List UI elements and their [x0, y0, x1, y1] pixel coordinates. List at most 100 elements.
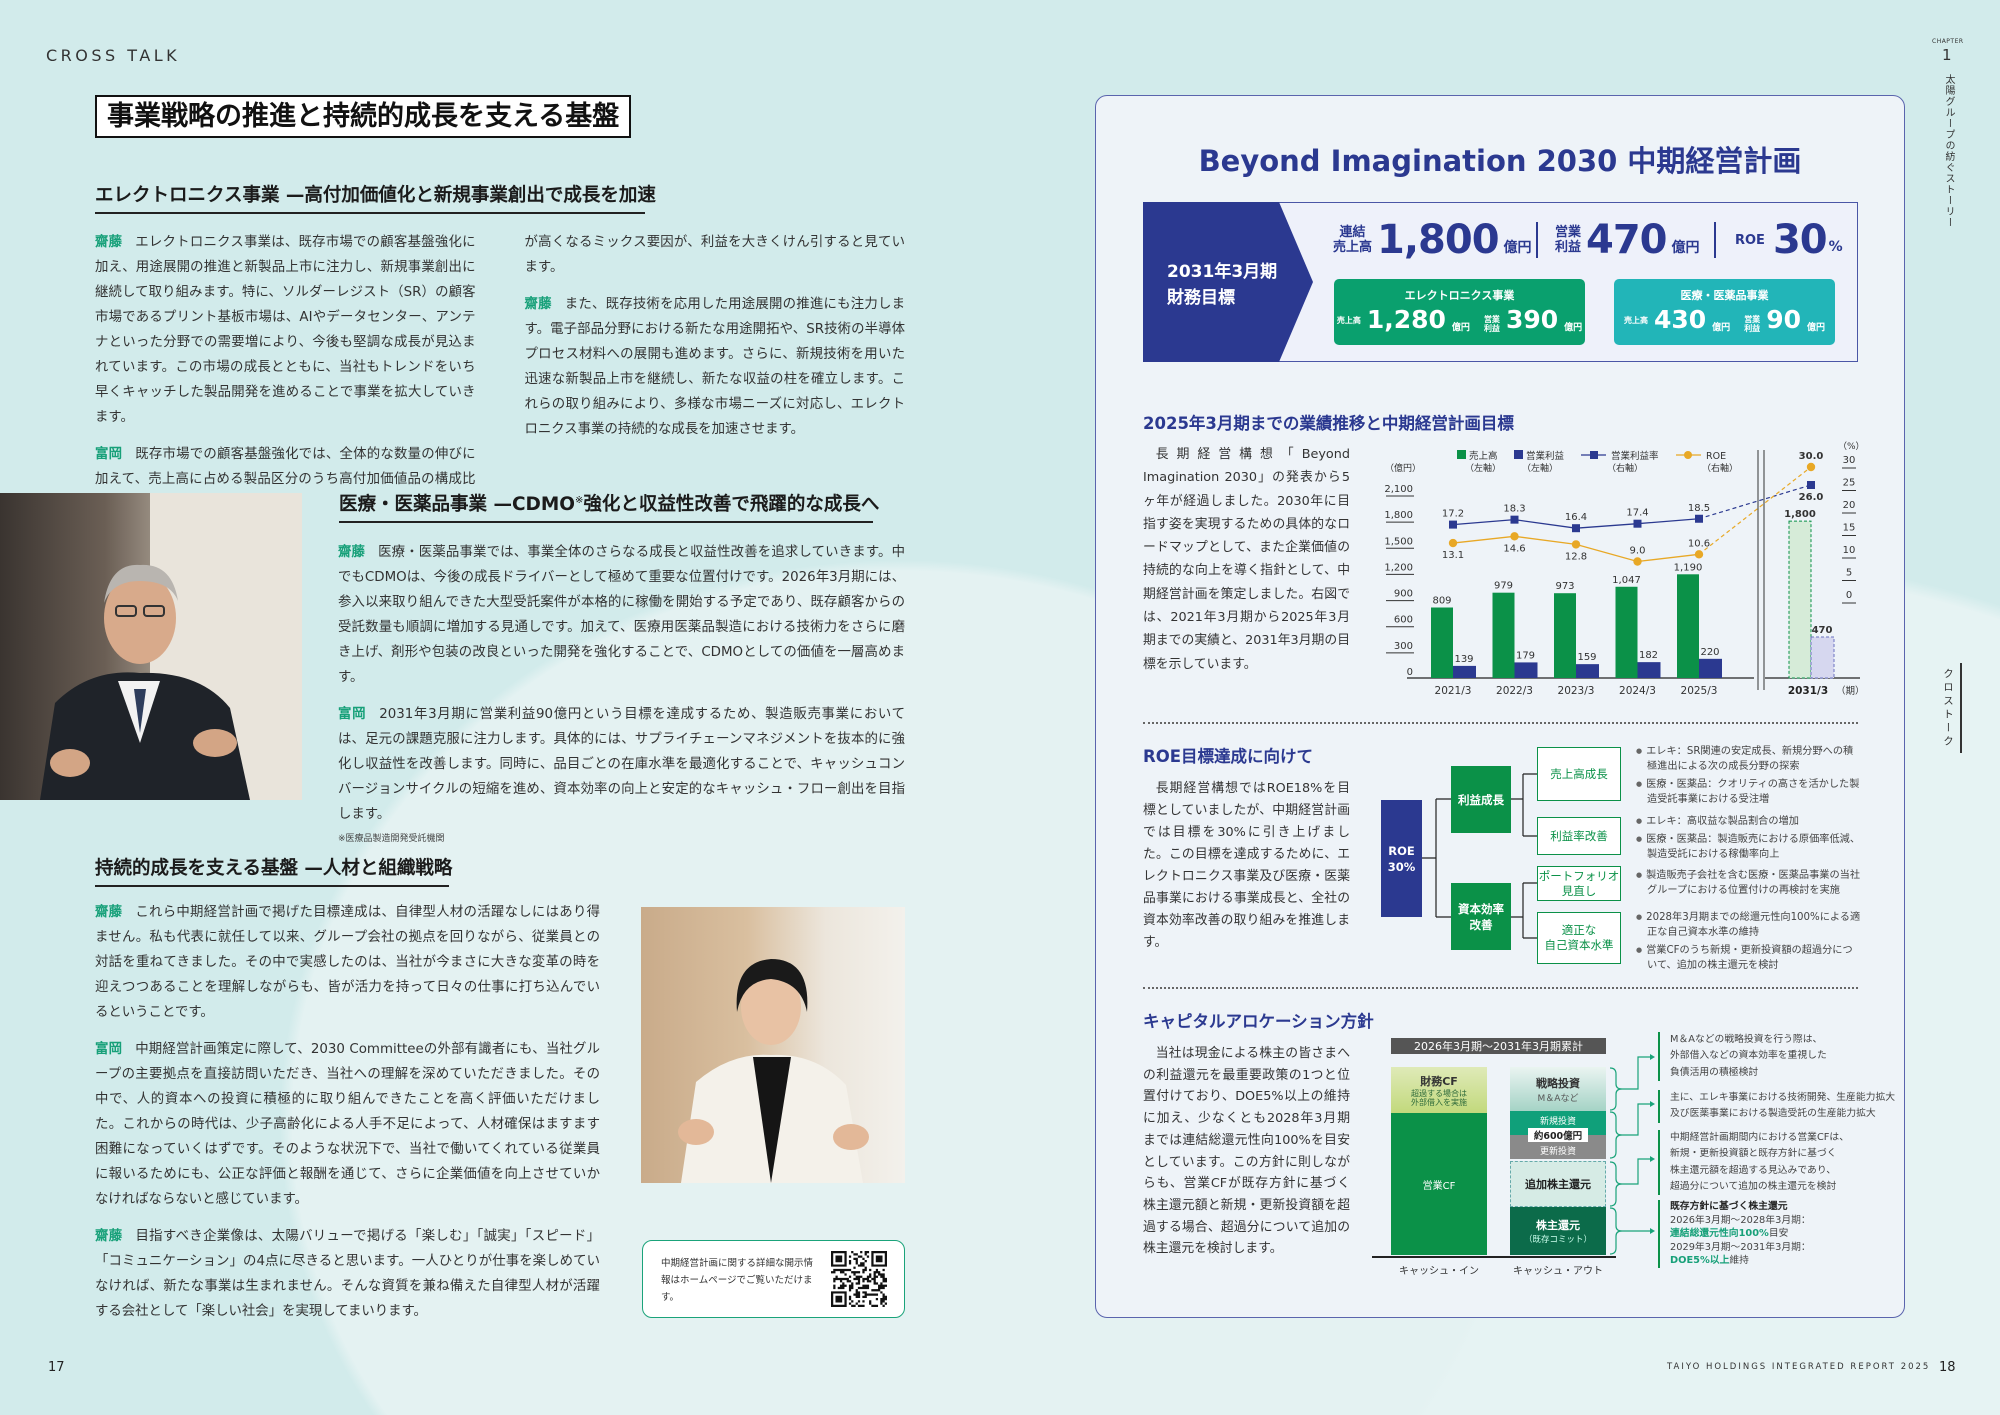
speaker-photo-saito [0, 493, 302, 800]
speaker-name: 齋藤 [95, 905, 123, 920]
shareholder-return-block: 株主還元 （既存コミット） [1510, 1207, 1606, 1255]
chapter-label: CHAPTER [1932, 38, 1964, 45]
line-value-label: 16.4 [1565, 512, 1587, 523]
bracket-connectors [1609, 1054, 1655, 1255]
roe-heading: ROE目標達成に向けて [1143, 747, 1314, 766]
bar-sales [1677, 574, 1699, 678]
paragraph: 齋藤 また、既存技術を応用した用途展開の推進にも注力します。電子部品分野における新… [525, 292, 906, 442]
target-value: 30 [1772, 217, 1828, 263]
targets-period: 2031年3月期 [1167, 262, 1278, 282]
bullet-item: エレキ：高収益な製品割合の増加 [1636, 814, 1862, 829]
performance-heading: 2025年3月期までの業績推移と中期経営計画目標 [1143, 414, 1514, 433]
investment-amount-label: 約600億円 [1528, 1128, 1588, 1142]
line-value-label: 17.4 [1626, 508, 1648, 519]
segment-unit: 億円 [1564, 323, 1583, 333]
block-note: M＆Aなど [1537, 1093, 1579, 1104]
targets-title: 財務目標 [1167, 288, 1235, 308]
line-value-label: 17.2 [1442, 509, 1464, 520]
line-value-label: 18.5 [1688, 503, 1710, 514]
target-roe: ROE 30 % [1735, 220, 1843, 260]
bar-operating-profit [1810, 636, 1835, 679]
footnote-mark: ※ [575, 494, 584, 506]
marker-roe [1633, 557, 1642, 566]
bar-label-sales: 979 [1494, 581, 1513, 592]
paragraph: 齋藤 医療・医薬品事業では、事業全体のさらなる成長と収益性改善を追求していきます。… [338, 540, 905, 690]
segment-op: 390 [1505, 305, 1559, 334]
block-title: 戦略投資 [1536, 1076, 1580, 1090]
left-axis-tick: 0 [1407, 667, 1413, 678]
bar-label-sales: 1,800 [1784, 509, 1816, 520]
node-margin-improvement: 利益率改善 [1537, 817, 1621, 855]
line-value-label: 18.3 [1503, 504, 1525, 515]
qr-code-image[interactable] [831, 1251, 887, 1307]
bar-label-operating-profit: 220 [1700, 647, 1719, 658]
paragraph-text: また、既存技術を応用した用途展開の推進にも注力します。電子部品分野における新たな… [524, 297, 906, 437]
target-sales: 連結 売上高 1,800 億円 [1333, 220, 1532, 260]
right-axis-tick: 25 [1843, 478, 1856, 489]
divider [1536, 222, 1538, 258]
bullets-equity: 2028年3月期までの総還元性向100%による適正な自己資本水準の維持 営業CF… [1636, 910, 1862, 976]
block-title: 財務CF [1420, 1075, 1458, 1088]
marker-operating-margin [1633, 519, 1642, 528]
legend-label: 売上高 [1469, 450, 1498, 462]
block-title: 株主還元 [1536, 1219, 1580, 1232]
target-label: 連結 売上高 [1333, 225, 1373, 255]
block-note: 超過する場合は 外部借入を実施 [1411, 1089, 1467, 1107]
bar-operating-profit [1699, 658, 1722, 678]
segment-name: 医療・医薬品事業 [1680, 289, 1769, 302]
speaker-name: 齋藤 [338, 545, 366, 560]
x-tick-label: 2023/3 [1558, 685, 1595, 697]
target-operating-profit: 営業 利益 470 億円 [1555, 220, 1700, 260]
bar-sales [1615, 586, 1638, 678]
section-label: CROSS TALK [46, 46, 181, 65]
heading-text: 医療・医薬品事業 —CDMO [339, 494, 576, 515]
bullet-item: 医療・医薬品：製造販売における原価率低減、製造受託における稼働率向上 [1636, 832, 1862, 862]
capital-note: 中期経営計画期間内における営業CFは、 新規・更新投資額と既存方針に基づく 株主還元… [1658, 1130, 1849, 1196]
x-tick-label: 2024/3 [1619, 685, 1656, 697]
bullet-item: エレキ：SR関連の安定成長、新規分野への積極進出による次の成長分野の探索 [1636, 744, 1862, 774]
bar-operating-profit [1637, 662, 1661, 678]
divider-dotted [1143, 722, 1858, 724]
marker-operating-margin [1807, 481, 1815, 489]
segment-label: 営業 利益 [1483, 315, 1500, 333]
line-value-label: 26.0 [1799, 492, 1824, 503]
electronics-body: 齋藤 エレクトロニクス事業は、既存市場での顧客基盤強化に加え、用途展開の推進と新製… [95, 230, 905, 492]
legend-label: 営業利益 [1526, 450, 1565, 462]
marker-operating-margin [1510, 515, 1519, 524]
capital-text: 当社は現金による株主の皆さまへの利益還元を最重要政策の1つと位置付けており、DO… [1143, 1046, 1350, 1257]
segment-op: 90 [1766, 305, 1801, 334]
line-value-label: 9.0 [1630, 546, 1646, 557]
line-value-label: 30.0 [1799, 451, 1824, 462]
heading-text: 強化と収益性改善で飛躍的な成長へ [583, 494, 880, 515]
right-axis-tick: 15 [1843, 523, 1856, 534]
segment-name: エレクトロニクス事業 [1404, 289, 1515, 302]
legend-marker [1590, 451, 1598, 459]
speaker-name: 富岡 [95, 447, 123, 462]
legend-swatch [1514, 450, 1523, 459]
bar-label-sales: 1,047 [1612, 575, 1641, 586]
legend-axis-note: （左軸） [1465, 462, 1501, 474]
segment-label: 売上高 [1623, 316, 1648, 325]
marker-roe [1510, 532, 1519, 541]
chapter-number: 1 [1942, 46, 1952, 64]
tab-indicator [1960, 663, 1962, 753]
paragraph-text: 中期経営計画策定に際して、2030 Committeeの外部有識者にも、当社グル… [95, 1042, 601, 1207]
legend-label: 営業利益率 [1611, 450, 1659, 462]
segment-unit: 億円 [1712, 323, 1731, 333]
segment-sales: 1,280 [1366, 305, 1446, 334]
bar-label-sales: 973 [1555, 581, 1574, 592]
people-body: 齋藤 これら中期経営計画で掲げた目標達成は、自律型人材の活躍なしにはあり得ません。… [95, 900, 600, 1336]
target-value: 1,800 [1377, 217, 1500, 263]
speaker-name: 齋藤 [95, 1229, 123, 1244]
bar-label-operating-profit: 179 [1516, 650, 1535, 661]
cash-in-label: キャッシュ・イン [1399, 1266, 1479, 1277]
section-tab[interactable]: クロストーク [1942, 668, 1954, 749]
period-bar: 2026年3月期～2031年3月期累計 [1391, 1038, 1606, 1054]
line-value-label: 14.6 [1503, 543, 1525, 554]
roe-text: 長期経営構想ではROE18%を目標としていましたが、中期経営計画では目標を30%… [1143, 781, 1350, 950]
left-axis-tick: 600 [1394, 615, 1413, 626]
block-note: （既存コミット） [1523, 1235, 1592, 1245]
segment-unit: 億円 [1806, 323, 1825, 333]
segment-label: 営業 利益 [1744, 315, 1761, 333]
paragraph-text: エレクトロニクス事業は、既存市場での顧客基盤強化に加え、用途展開の推進と新製品上… [95, 235, 476, 425]
